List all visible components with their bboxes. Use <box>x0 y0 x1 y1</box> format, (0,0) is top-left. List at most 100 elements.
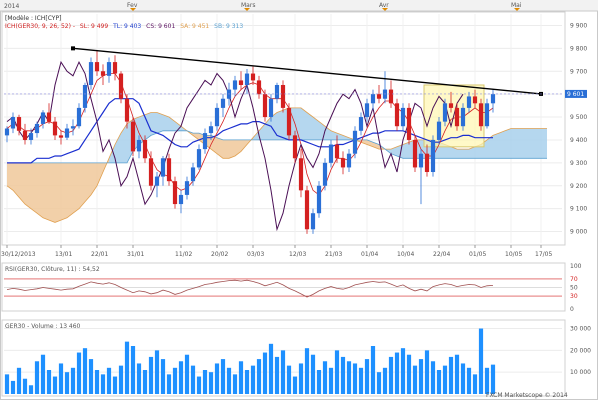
volume-bar <box>82 348 88 394</box>
volume-bar <box>382 367 388 394</box>
candle-body <box>340 158 346 168</box>
date-label: 30/12/2013 <box>1 251 36 258</box>
volume-bar <box>388 356 394 394</box>
rsi-scale-label: 30 <box>570 293 578 300</box>
candle-body <box>286 107 292 136</box>
candle-body <box>16 117 22 131</box>
volume-bar <box>190 365 196 394</box>
candle-body <box>4 128 10 136</box>
date-label: 01/04 <box>361 251 378 258</box>
candle-body <box>352 130 358 154</box>
volume-bar <box>16 367 22 394</box>
volume-bar <box>142 370 148 394</box>
volume-bar <box>454 354 460 394</box>
cloud-segment <box>49 162 55 223</box>
volume-bar <box>196 376 202 394</box>
candle-body <box>238 80 244 85</box>
year-label: 2014 <box>4 3 19 10</box>
candle-body <box>106 62 112 76</box>
volume-bar <box>460 363 466 394</box>
candle-body <box>364 103 370 118</box>
candle-body <box>484 103 490 127</box>
cloud-segment <box>193 133 199 140</box>
candle-body <box>76 107 82 127</box>
volume-bar <box>52 376 58 394</box>
volume-scale-label: 10 000 <box>570 369 591 376</box>
cloud-segment <box>109 144 115 163</box>
candle-body <box>130 121 136 152</box>
candle-body <box>412 139 418 168</box>
volume-bar <box>364 359 370 394</box>
cloud-segment <box>529 128 535 159</box>
candle-body <box>148 158 154 186</box>
candle-body <box>454 107 460 127</box>
volume-bar <box>232 374 238 394</box>
cloud-segment <box>151 112 157 136</box>
volume-bar <box>100 374 106 394</box>
candle-body <box>214 107 220 127</box>
candle-body <box>424 153 430 173</box>
cloud-segment <box>511 128 517 159</box>
volume-bar <box>46 370 52 394</box>
legend-tl: TL: 9 403 <box>112 23 141 30</box>
price-tick-label: 9 500 <box>570 114 587 121</box>
volume-bar <box>214 363 220 394</box>
price-tick-label: 9 700 <box>570 68 587 75</box>
candle-body <box>322 162 328 186</box>
cloud-segment <box>541 128 547 159</box>
cloud-segment <box>223 139 229 159</box>
volume-bar <box>418 359 424 394</box>
senkou-b-line <box>7 130 547 164</box>
volume-bar <box>442 365 448 394</box>
volume-bar <box>136 363 142 394</box>
price-tick-label: 9 900 <box>570 22 587 29</box>
date-label: 31/01 <box>127 251 144 258</box>
volume-bar <box>370 346 376 394</box>
trendline <box>72 47 542 95</box>
volume-bar <box>124 341 130 394</box>
candle-body <box>154 176 160 186</box>
volume-bar <box>436 370 442 394</box>
volume-bar <box>328 367 334 394</box>
candle-body <box>142 139 148 159</box>
date-label: 13/01 <box>55 251 72 258</box>
consolidation-box <box>423 84 485 148</box>
cloud-segment <box>391 146 397 156</box>
rsi-panel[interactable] <box>1 262 566 312</box>
legend-sb: SB: 9 313 <box>214 23 243 30</box>
volume-bar <box>112 376 118 394</box>
candle-body <box>172 181 178 205</box>
kijun-line <box>7 98 493 164</box>
volume-bar <box>34 361 40 394</box>
legend-line: ICH(GER30, 9, 26, 52) - SL: 9 499 TL: 9 … <box>5 23 243 30</box>
candle-body <box>430 139 436 173</box>
rsi-label: RSI(GER30, Clôture, 11) : 54,52 <box>5 266 100 273</box>
cloud-segment <box>91 162 97 195</box>
highlight-box <box>423 84 485 148</box>
volume-bar <box>274 356 280 394</box>
month-marker <box>514 8 520 11</box>
volume-bar <box>316 370 322 394</box>
volume-bar <box>262 352 268 394</box>
volume-bar <box>88 359 94 394</box>
chikou-line <box>6 60 464 232</box>
candle-body <box>268 98 274 118</box>
volume-bar <box>376 372 382 394</box>
volume-bar <box>346 361 352 394</box>
candle-body <box>262 94 268 118</box>
volume-bar <box>292 376 298 394</box>
rsi-scale-label: 70 <box>570 276 578 283</box>
volume-bar <box>244 370 250 394</box>
ichimoku-lines <box>6 60 494 232</box>
volume-bar <box>352 363 358 394</box>
candle-body <box>184 181 190 195</box>
volume-bar <box>58 363 64 394</box>
candlestick-series <box>4 50 496 234</box>
candle-body <box>280 84 286 108</box>
candle-body <box>376 94 382 99</box>
price-tick-label: 9 100 <box>570 206 587 213</box>
cloud-segment <box>25 162 31 209</box>
volume-bar <box>304 348 310 394</box>
